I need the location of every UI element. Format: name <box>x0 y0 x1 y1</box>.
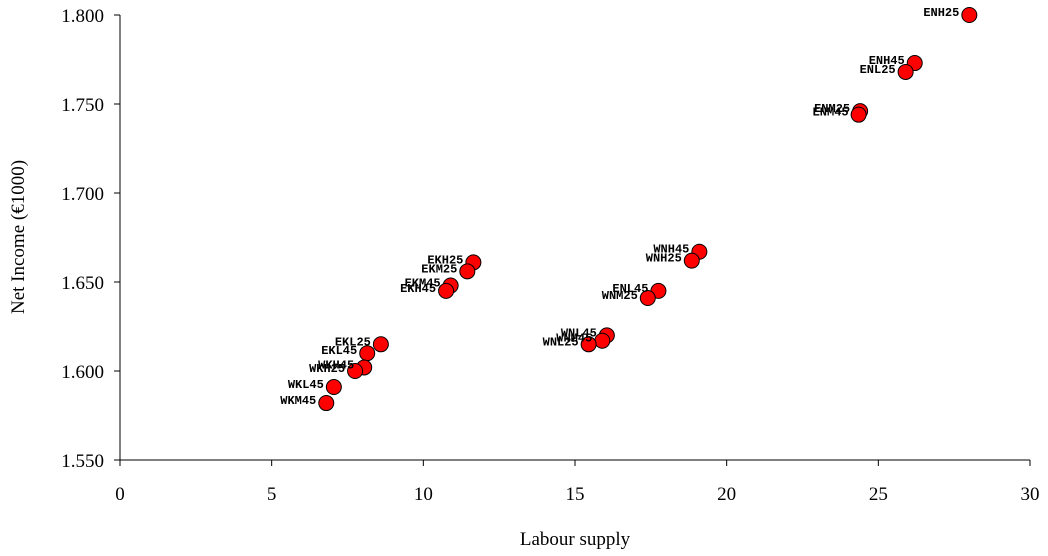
data-point-label: EKL25 <box>335 335 371 349</box>
data-point-label: EKM45 <box>405 277 441 291</box>
data-point <box>372 336 389 353</box>
y-tick-label: 1.600 <box>61 362 104 383</box>
data-point-label: WKL45 <box>288 378 324 392</box>
data-point-label: EKM25 <box>421 262 457 276</box>
data-points <box>318 7 978 412</box>
data-point-label: ENL45 <box>612 282 648 296</box>
data-point-label: EKH25 <box>427 253 463 267</box>
data-point-label: ENH45 <box>869 54 905 68</box>
data-point-label: ENL25 <box>860 63 896 77</box>
data-point-label: ENM25 <box>814 102 850 116</box>
data-point <box>683 252 700 269</box>
x-ticks: 0 5 10 15 20 25 30 <box>115 460 1040 505</box>
x-tick-label: 0 <box>115 484 125 505</box>
data-point-label: WKH45 <box>318 358 354 372</box>
x-tick-label: 5 <box>267 484 277 505</box>
data-point-label: WKM45 <box>280 394 316 408</box>
data-point-label: WNL45 <box>561 326 597 340</box>
data-point <box>459 263 476 280</box>
x-axis-title: Labour supply <box>520 529 631 550</box>
data-point-label: ENH25 <box>923 6 959 20</box>
data-point <box>580 336 597 353</box>
data-point-label: ENM45 <box>813 106 849 120</box>
y-tick-label: 1.800 <box>61 6 104 27</box>
y-tick-label: 1.750 <box>61 95 104 116</box>
data-point <box>850 106 867 123</box>
x-tick-label: 20 <box>717 484 736 505</box>
data-point-label: WKH25 <box>309 362 345 376</box>
y-tick-label: 1.700 <box>61 184 104 205</box>
data-point-label: WNH45 <box>653 243 689 257</box>
y-tick-label: 1.550 <box>61 451 104 472</box>
data-point <box>594 332 611 349</box>
x-tick-label: 30 <box>1021 484 1040 505</box>
x-tick-label: 15 <box>566 484 585 505</box>
data-point <box>347 363 364 379</box>
data-point-label: WNL25 <box>543 335 579 349</box>
data-point <box>438 282 455 299</box>
data-point <box>639 290 656 307</box>
y-tick-label: 1.650 <box>61 273 104 294</box>
data-point-label: WNM45 <box>556 332 592 346</box>
data-point-label: EKL45 <box>321 344 357 358</box>
data-point <box>318 395 335 412</box>
data-point-label: WNM25 <box>602 289 638 303</box>
x-tick-label: 10 <box>414 484 433 505</box>
data-point <box>325 379 342 396</box>
data-point-label: WNH25 <box>646 252 682 266</box>
axes <box>119 15 1030 461</box>
data-point <box>897 63 914 80</box>
data-point-label: EKH45 <box>400 282 436 296</box>
y-ticks: 1.550 1.600 1.650 1.700 1.750 1.800 <box>61 6 120 472</box>
data-point <box>961 7 978 23</box>
y-axis-title: Net Income (€1000) <box>8 160 29 314</box>
x-tick-label: 25 <box>869 484 888 505</box>
